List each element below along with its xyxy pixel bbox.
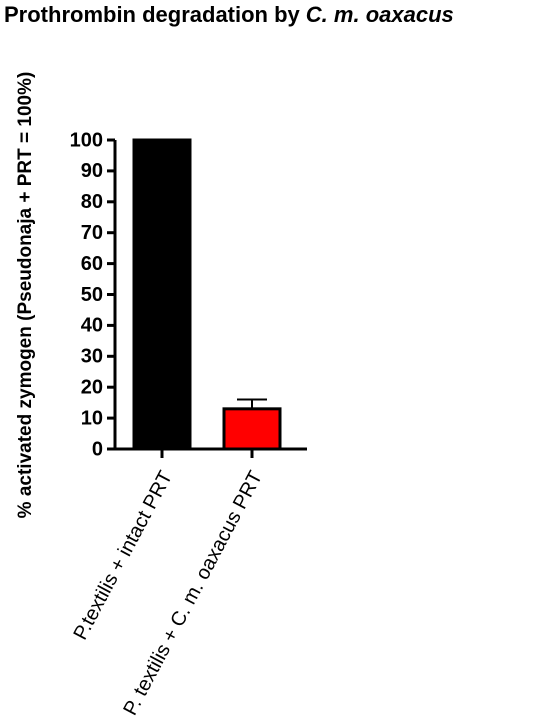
chart-title: Prothrombin degradation by C. m. oaxacus: [4, 2, 454, 27]
y-tick-label: 30: [81, 346, 103, 368]
y-axis-label: % activated zymogen (Pseudonaja + PRT = …: [15, 72, 36, 519]
y-tick-label: 90: [81, 160, 103, 182]
y-tick-label: 50: [81, 284, 103, 306]
title-italic: C. m. oaxacus: [306, 2, 454, 27]
y-tick-label: 100: [70, 129, 103, 151]
y-tick-label: 70: [81, 222, 103, 244]
y-tick-label: 80: [81, 191, 103, 213]
y-tick-label: 60: [81, 253, 103, 275]
bar: [132, 138, 192, 451]
y-tick-label: 40: [81, 315, 103, 337]
bar: [222, 407, 282, 451]
title-text: Prothrombin degradation by: [4, 2, 301, 27]
x-tick-label: P.textilis + intact PRT: [70, 467, 178, 643]
y-tick-label: 10: [81, 407, 103, 429]
y-tick-label: 20: [81, 376, 103, 398]
y-tick-label: 0: [92, 438, 103, 460]
